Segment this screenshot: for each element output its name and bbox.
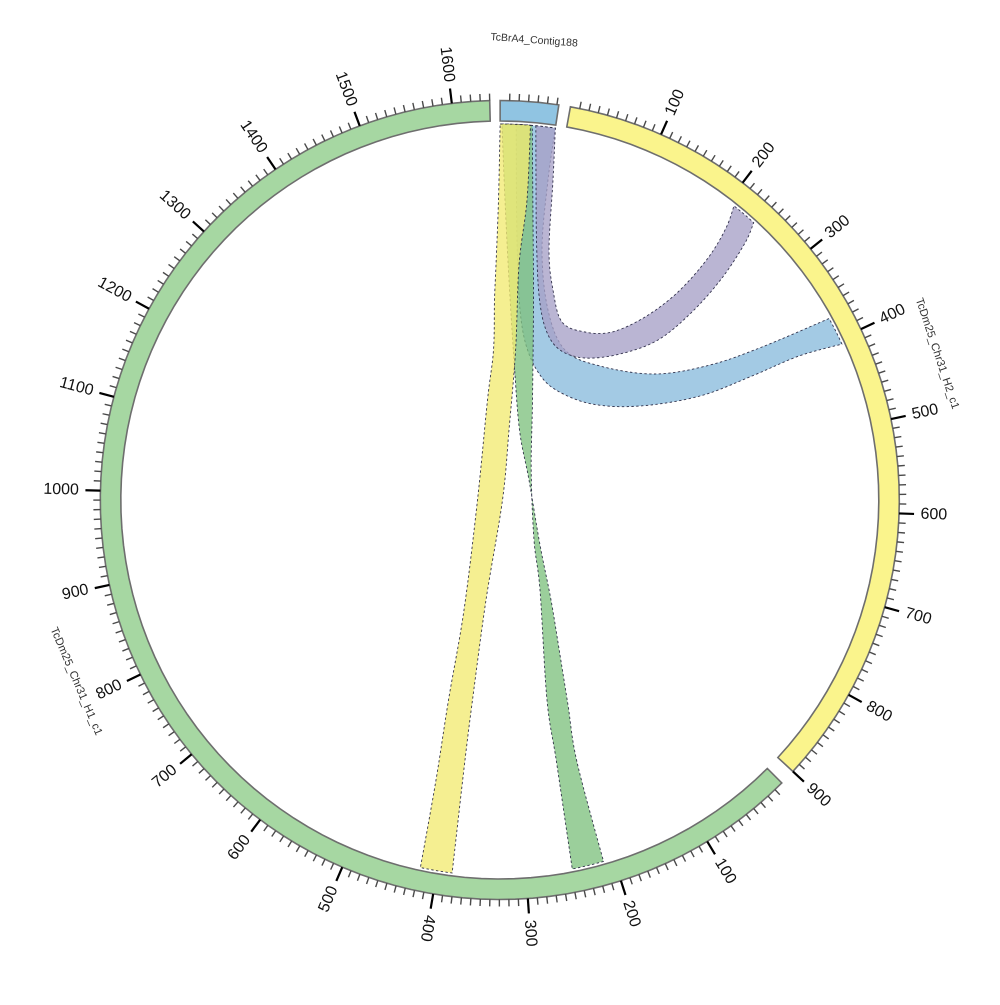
svg-text:300: 300 — [521, 919, 540, 947]
svg-text:1000: 1000 — [43, 481, 79, 499]
svg-text:600: 600 — [920, 506, 947, 524]
